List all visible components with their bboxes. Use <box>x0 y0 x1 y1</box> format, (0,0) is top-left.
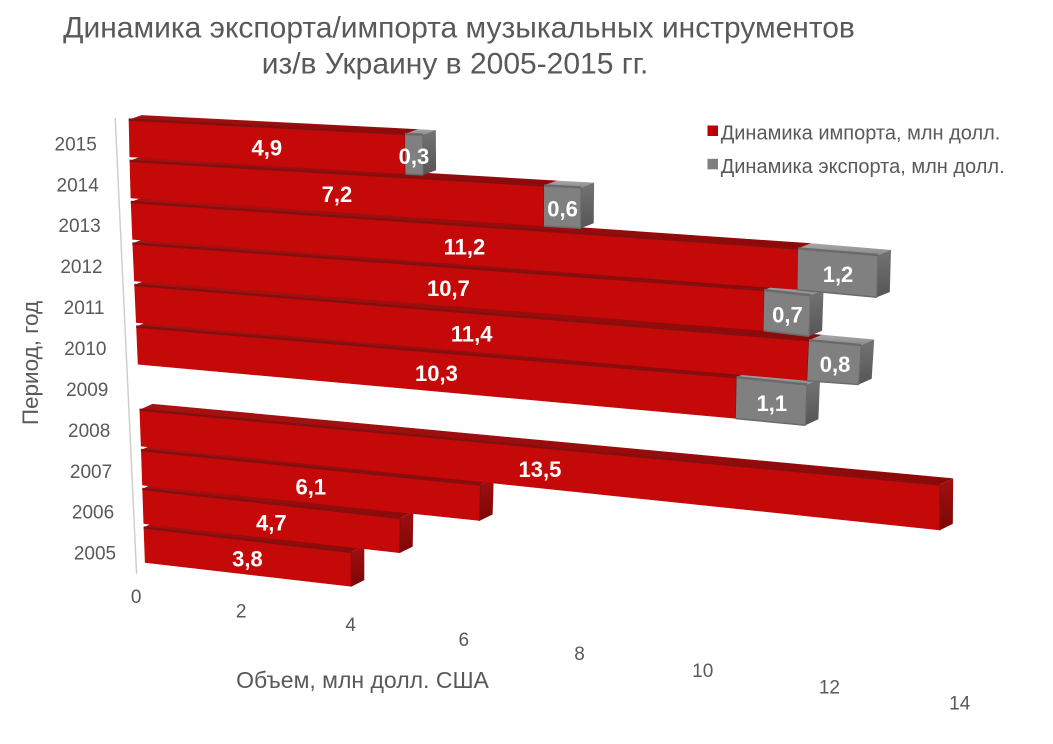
svg-text:1,2: 1,2 <box>823 262 854 287</box>
svg-text:6: 6 <box>459 630 470 651</box>
svg-text:Динамика экспорта, млн долл.: Динамика экспорта, млн долл. <box>721 156 1005 178</box>
svg-text:2011: 2011 <box>64 298 105 319</box>
svg-text:14: 14 <box>949 694 971 715</box>
svg-text:2009: 2009 <box>66 380 108 401</box>
svg-text:6,1: 6,1 <box>296 475 327 500</box>
svg-text:Динамика импорта, млн долл.: Динамика импорта, млн долл. <box>721 123 1001 145</box>
svg-text:2006: 2006 <box>72 503 114 524</box>
svg-text:из/в Украину в 2005-2015 гг.: из/в Украину в 2005-2015 гг. <box>262 48 649 81</box>
svg-text:3,8: 3,8 <box>232 547 263 572</box>
svg-text:0,8: 0,8 <box>820 352 851 377</box>
svg-text:2005: 2005 <box>74 544 116 565</box>
svg-text:0,6: 0,6 <box>547 196 578 221</box>
svg-text:11,4: 11,4 <box>451 322 493 347</box>
svg-text:2015: 2015 <box>55 134 97 155</box>
svg-text:2013: 2013 <box>58 216 100 237</box>
svg-text:1,1: 1,1 <box>757 391 788 416</box>
svg-text:10,3: 10,3 <box>415 361 458 386</box>
svg-text:12: 12 <box>819 677 840 698</box>
svg-text:11,2: 11,2 <box>444 234 486 259</box>
svg-text:0: 0 <box>131 587 142 608</box>
svg-text:2014: 2014 <box>57 175 100 196</box>
svg-text:Объем, млн долл. США: Объем, млн долл. США <box>236 667 489 693</box>
svg-text:4,9: 4,9 <box>252 136 283 161</box>
svg-text:2: 2 <box>236 601 247 622</box>
svg-text:2010: 2010 <box>64 339 106 360</box>
svg-text:2012: 2012 <box>60 257 102 278</box>
svg-text:2008: 2008 <box>68 421 110 442</box>
svg-text:13,5: 13,5 <box>518 457 561 482</box>
svg-text:4,7: 4,7 <box>256 510 287 535</box>
svg-text:Динамика экспорта/импорта музы: Динамика экспорта/импорта музыкальных ин… <box>63 12 855 45</box>
svg-text:0,7: 0,7 <box>772 303 803 328</box>
svg-text:10: 10 <box>692 661 713 682</box>
svg-text:7,2: 7,2 <box>322 182 353 207</box>
svg-text:0,3: 0,3 <box>399 144 430 169</box>
svg-text:8: 8 <box>574 644 585 665</box>
svg-text:4: 4 <box>345 615 356 636</box>
svg-text:Период, год: Период, год <box>18 301 43 425</box>
svg-text:10,7: 10,7 <box>427 276 470 301</box>
svg-text:2007: 2007 <box>70 462 112 483</box>
